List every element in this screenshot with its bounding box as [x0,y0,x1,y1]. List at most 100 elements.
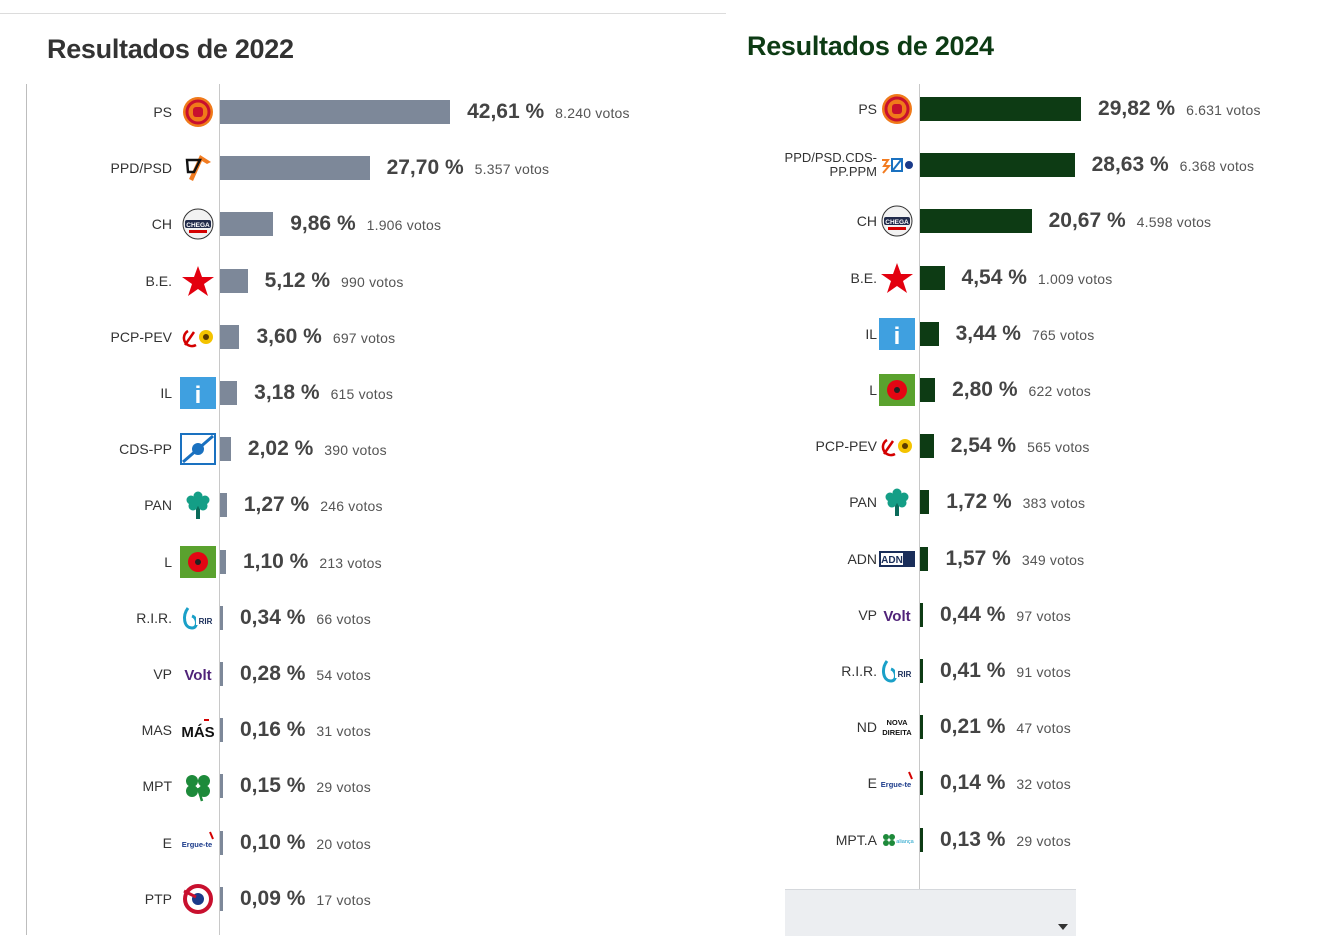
bar-mark [920,602,923,627]
chart-row: CH CHEGA 9,86 % 1.906 votos [0,204,700,244]
value-label: 3,44 % [955,321,1021,345]
party-label: IL [865,325,877,342]
votes-label: 54 votos [316,667,371,683]
ad-logo [879,149,915,181]
bar-mark [220,662,223,686]
votes-label: 4.598 votos [1136,214,1212,231]
bar-mark [220,605,223,630]
bar-mark [220,324,240,349]
value-label: 2,02 % [247,437,314,461]
bar-mark [220,549,226,574]
chart-row: PCP-PEV 2,54 % 565 votos [700,426,1318,466]
value-label: 29,82 % [1098,97,1176,120]
value-label: 4,54 % [961,265,1027,289]
value-label: 0,34 % [240,605,306,629]
bar-mark [920,378,936,402]
votes-label: 32 votos [1016,776,1071,793]
be-star-logo [879,262,915,294]
svg-text:i: i [195,382,202,409]
votes-label: 6.631 votos [1186,102,1261,118]
svg-text:Ergue-te: Ergue-te [881,780,911,789]
chart-left-rule [26,84,27,935]
chart-row: L 2,80 % 622 votos [700,370,1318,410]
party-label: PAN [144,497,172,514]
chart-row: MPT.A aliança 0,13 % 29 votos [700,820,1318,860]
votes-label: 97 votos [1016,607,1071,624]
pcp-pev-logo [180,321,216,353]
ps-logo [180,96,216,128]
svg-text:Ergue-te: Ergue-te [182,840,212,849]
value-label: 0,41 % [940,659,1006,682]
bar-mark [220,100,451,124]
party-label: CH [151,216,172,233]
party-label: R.I.R. [841,663,877,679]
svg-text:NOVA: NOVA [886,718,908,727]
party-label: CDS-PP [119,441,172,458]
chart-row: R.I.R. RIR 0,41 % 91 votos [700,651,1318,691]
region-select-dropdown[interactable] [785,889,1076,936]
party-label: VP [153,666,172,682]
votes-label: 66 votos [316,610,371,627]
chart-row: E Ergue-te 0,14 % 32 votos [700,763,1318,803]
party-label: PS [858,101,877,117]
chart-row: PAN 1,27 % 246 votos [0,485,700,525]
chart-row: ADN ADN 1,57 % 349 votos [700,539,1318,579]
votes-label: 6.368 votos [1179,158,1255,175]
party-label: B.E. [145,272,172,289]
bar-mark [220,718,223,743]
bar-mark [920,265,945,290]
svg-text:i: i [894,323,901,350]
nova-direita-logo: NOVA DIREITA [879,711,915,743]
party-label-line: PPD/PSD.CDS- [784,150,877,166]
bar-mark [220,156,370,181]
value-label: 9,86 % [290,212,356,236]
pcp-pev-logo [879,430,915,462]
chart-row: VP Volt 0,28 % 54 votos [0,654,700,694]
party-label: R.I.R. [136,609,172,626]
value-label: 1,72 % [946,490,1012,514]
votes-label: 91 votos [1016,664,1071,680]
be-star-logo [180,265,216,297]
bar-mark [920,827,923,852]
votes-label: 565 votos [1027,439,1090,456]
chart-row: PS 29,82 % 6.631 votos [700,89,1318,129]
bar-mark [920,546,929,571]
bar-mark [920,153,1075,178]
chart-row: CDS-PP 2,02 % 390 votos [0,429,700,469]
bar-mark [220,774,223,799]
party-label: L [869,382,877,398]
chart-row: B.E. 5,12 % 990 votos [0,261,700,301]
bar-mark [920,97,1082,121]
chart-row: PPD/PSD 27,70 % 5.357 votos [0,148,700,188]
chart-row: ND NOVA DIREITA 0,21 % 47 votos [700,707,1318,747]
chart-row: IL i 3,18 % 615 votos [0,373,700,413]
value-axis-line [919,84,920,935]
party-label: CH [856,213,877,230]
mpt-a-logo: aliança [879,824,915,856]
party-label: E [867,775,877,792]
party-label: MPT.A [835,831,877,848]
value-label: 1,27 % [243,493,310,517]
bar-mark [220,493,227,518]
chart-row: IL i 3,44 % 765 votos [700,314,1318,354]
bar-mark [220,268,248,293]
pan-tree-logo [180,489,216,521]
chevron-down-icon [1058,924,1068,930]
votes-label: 5.357 votos [474,161,550,178]
svg-text:aliança: aliança [896,839,914,845]
votes-label: 1.009 votos [1037,270,1113,287]
value-axis-line [219,84,220,935]
party-label: PPD/PSD.CDS- PP.PPM [785,145,877,185]
value-label: 0,13 % [940,827,1006,851]
results-2022-panel: Resultados de 2022 PS 42,61 % 8.240 votos PP… [0,34,700,935]
results-2024-panel: Resultados de 2024 PS 29,82 % 6.631 votos PP… [700,0,1318,935]
value-label: 3,60 % [256,324,322,348]
chart-row: R.I.R. RIR 0,34 % 66 votos [0,598,700,638]
value-label: 28,63 % [1091,153,1169,177]
chart-row: L 1,10 % 213 votos [0,542,700,582]
chart-row: VP Volt 0,44 % 97 votos [700,595,1318,635]
bar-mark [920,715,923,740]
mpt-clover-logo [180,770,216,802]
value-label: 0,10 % [240,830,306,854]
svg-text:ADN: ADN [881,555,903,566]
